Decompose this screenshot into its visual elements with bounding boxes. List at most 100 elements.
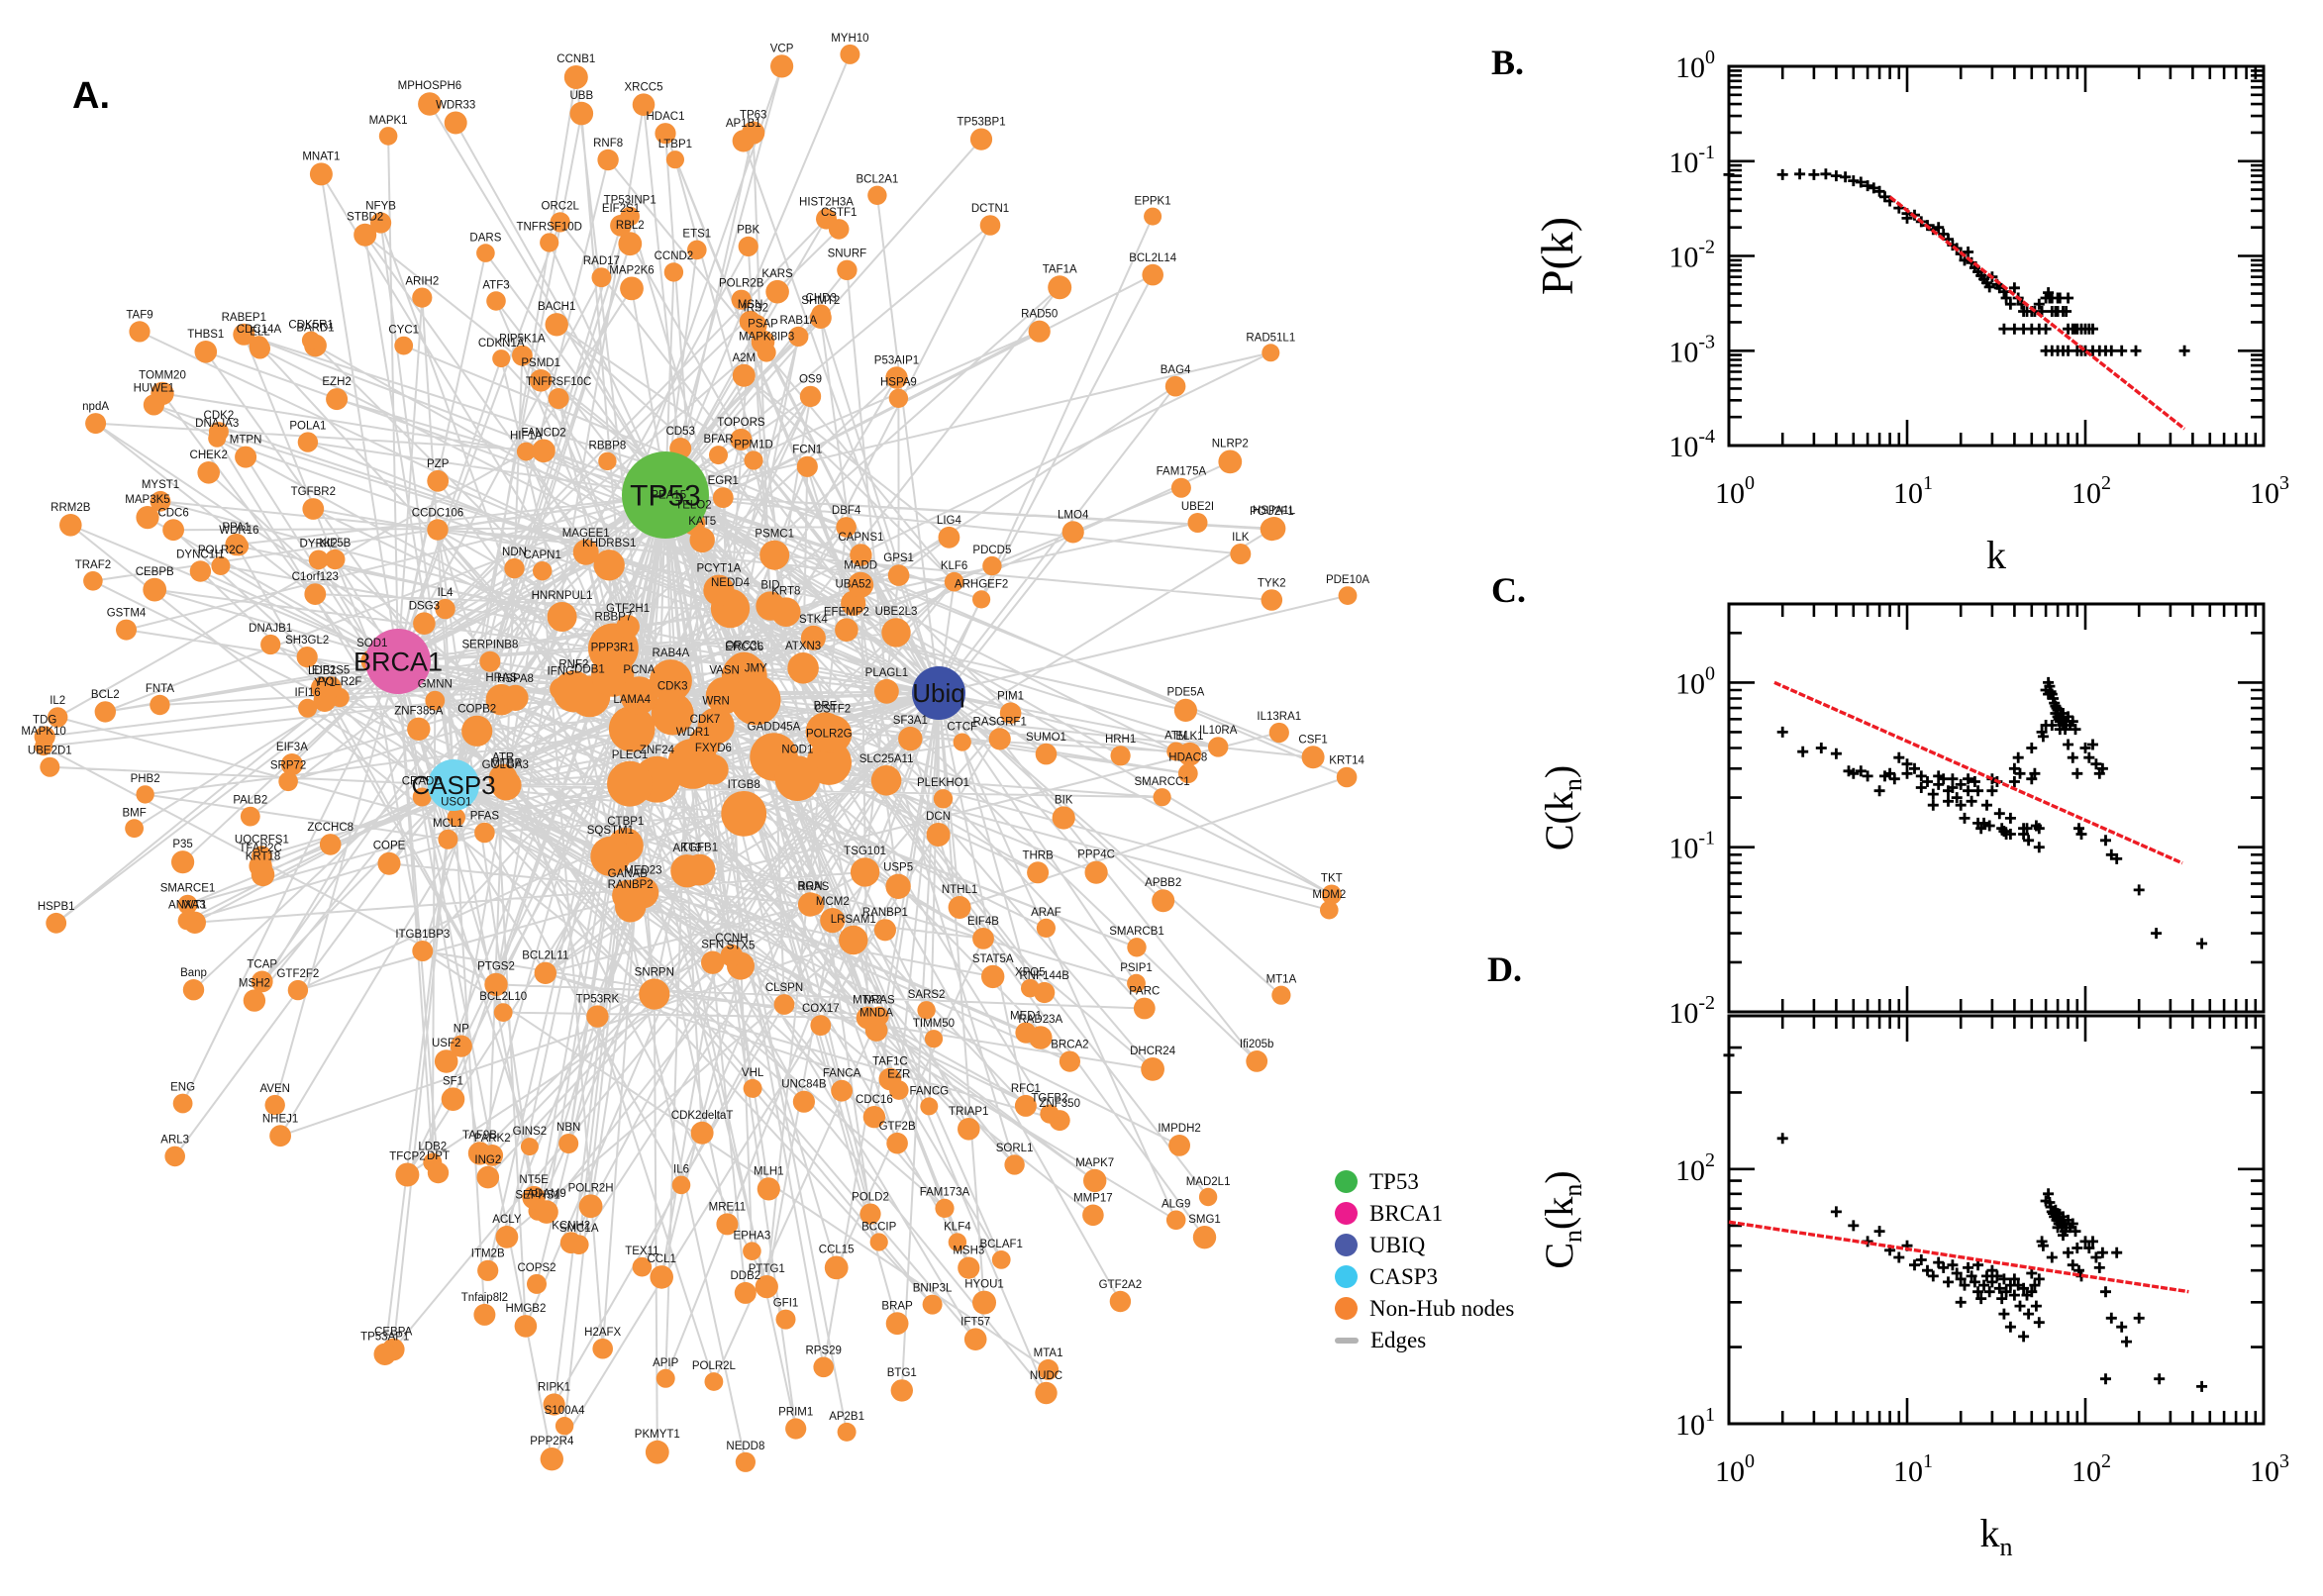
node-label: TOMM20 [139,370,186,382]
node-label: TFAP2C [239,843,281,854]
node-label: RAB4A [653,648,690,659]
node-label: ADAM9 [527,1188,566,1200]
node-label: SMARCB1 [1109,926,1164,938]
node-label: GTF2F2 [276,968,319,980]
network-node [1034,981,1056,1004]
node-label: PPM1D [734,439,773,450]
node-label: KLF6 [941,560,968,572]
node-label: ARIH2 [405,276,439,288]
network-node [788,326,809,347]
node-label: HSPA9 [880,377,917,389]
node-label: ETS1 [682,229,711,241]
node-label: EIF2S5 [312,664,350,676]
network-node [427,469,450,492]
network-node [933,789,954,809]
network-node [407,717,431,741]
network-node [732,130,755,152]
node-label: MAPK7 [1075,1157,1114,1169]
node-label: MTA2 [853,995,882,1007]
network-node [35,738,53,756]
network-node [593,549,625,581]
hub-node-casp3 [428,759,479,811]
panel-c-label: C. [1491,570,1526,610]
node-label: BCCIP [861,1221,896,1233]
node-label: ING2 [474,1154,501,1166]
node-label: PTTG1 [749,1263,785,1275]
node-label: MTBP [490,758,522,770]
network-node [1059,1050,1080,1072]
node-label: ORC3L [725,641,763,652]
node-label: SNRPN [635,967,674,979]
legend-label: Edges [1370,1328,1427,1352]
node-label: SNURF [828,249,867,260]
network-node [1038,1358,1060,1380]
node-label: MED1 [1010,1011,1042,1023]
node-swatch-icon [1335,1234,1358,1256]
network-node [520,1138,539,1156]
network-node [477,1259,499,1281]
node-label: PALB2 [233,795,267,807]
network-node [177,911,197,931]
node-label: ITGB1BP3 [395,929,450,941]
node-label: SLC25A11 [859,753,914,765]
tick-label: 100 [1675,47,1715,84]
node-label: POLR2L [692,1360,737,1372]
node-label: NEDD8 [726,1441,764,1452]
node-label: UBE2D1 [28,746,72,757]
network-node [1109,1290,1132,1313]
network-node [491,771,520,800]
network-node [83,571,103,591]
network-node [743,1242,761,1260]
node-label: RBL2 [616,220,645,232]
node-label: ELL [250,327,270,339]
network-node [516,442,536,461]
node-label: IFI16 [294,687,320,699]
node-label: RBBP8 [589,441,627,452]
network-node [963,1328,987,1350]
node-label: PLAGL1 [865,667,908,679]
node-label: MTA1 [1034,1347,1063,1359]
node-label: TFCP2 [389,1151,425,1163]
node-label: MDM2 [1312,889,1346,901]
node-label: PIM1 [997,690,1024,702]
network-node [730,674,781,726]
node-label: POLR2C [198,545,244,556]
node-label: PEA15 [651,489,686,501]
scatter-points [1723,168,2190,356]
node-label: CSTF1 [821,207,857,219]
network-node [529,369,553,392]
node-label: APBB2 [1145,877,1181,889]
network-node [988,728,1011,750]
network-node [924,1030,944,1048]
node-label: ZNF350 [1039,1098,1080,1110]
network-node [395,1162,420,1187]
network-node [868,1006,889,1027]
node-label: KCNH2 [552,1220,590,1232]
network-node [1036,918,1056,939]
network-node [1029,1026,1053,1049]
node-label: BAG4 [1161,364,1191,376]
node-label: ZNF385A [394,706,444,718]
node-label: HSPB1 [38,901,75,913]
network-node [732,363,756,387]
node-label: CDK2deltaT [671,1110,734,1122]
node-label: TAF1C [872,1056,908,1068]
network-node [40,756,60,777]
node-label: NT5E [519,1174,549,1186]
node-label: SMC1A [559,1223,599,1235]
network-node [476,244,495,262]
node-label: UQCRFS1 [235,834,289,846]
legend-item-edges: Edges [1335,1329,1514,1351]
network-node [683,853,716,886]
network-node [885,873,911,899]
node-label: POU2F1 [1250,506,1294,518]
network-node-labels: POLR2G POLR2F POLR2C POLR2B POLR2H POLR2L MNDA… [21,33,1369,1452]
network-node [632,1256,653,1277]
network-node [592,1338,613,1359]
node-label: POLR2H [568,1182,614,1194]
network-node [572,539,599,565]
node-label: SUMO1 [1026,732,1066,744]
network-node [712,487,734,508]
node-label: KRT14 [1329,755,1364,767]
node-label: PPP2R4 [530,1436,574,1447]
